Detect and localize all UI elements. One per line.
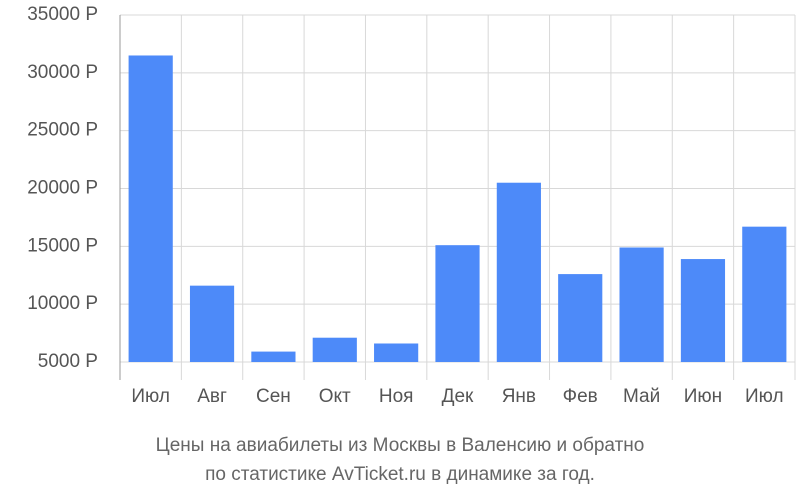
bar bbox=[128, 55, 173, 362]
x-tick-label: Июл bbox=[745, 386, 784, 407]
x-tick-label: Ноя bbox=[379, 386, 414, 407]
chart-title: Цены на авиабилеты из Москвы в Валенсию … bbox=[156, 435, 645, 456]
x-tick-label: Дек bbox=[442, 386, 474, 407]
bar bbox=[435, 245, 480, 362]
bar bbox=[374, 343, 419, 362]
bar bbox=[619, 247, 664, 362]
y-tick-label: 5000 Р bbox=[38, 351, 98, 372]
x-tick-label: Авг bbox=[197, 386, 227, 407]
bar bbox=[189, 285, 235, 362]
y-tick-label: 25000 Р bbox=[27, 120, 98, 141]
x-tick-label: Янв bbox=[502, 386, 536, 407]
y-tick-label: 10000 Р bbox=[27, 293, 98, 314]
chart-subtitle: по статистике AvTicket.ru в динамике за … bbox=[205, 464, 595, 485]
x-tick-label: Окт bbox=[319, 386, 351, 407]
y-tick-label: 20000 Р bbox=[27, 178, 98, 199]
x-tick-label: Май bbox=[623, 386, 660, 407]
bar bbox=[742, 226, 787, 362]
y-tick-label: 35000 Р bbox=[27, 4, 98, 25]
bar bbox=[251, 351, 296, 362]
bar bbox=[312, 337, 357, 362]
x-tick-label: Фев bbox=[563, 386, 598, 407]
y-tick-label: 15000 Р bbox=[27, 235, 98, 256]
y-tick-label: 30000 Р bbox=[27, 62, 98, 83]
x-tick-label: Сен bbox=[256, 386, 291, 407]
bar bbox=[680, 259, 726, 362]
x-tick-label: Июн bbox=[684, 386, 722, 407]
bar bbox=[558, 274, 603, 362]
x-tick-label: Июл bbox=[131, 386, 170, 407]
bar bbox=[496, 182, 541, 362]
